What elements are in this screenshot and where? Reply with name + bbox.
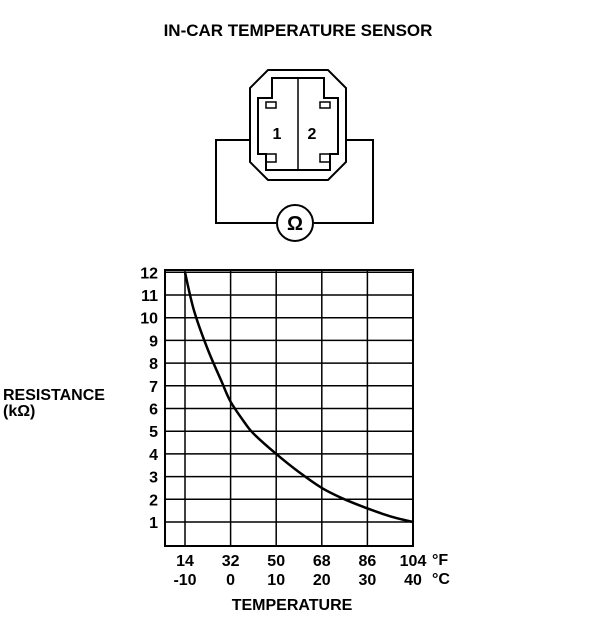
x-tick-label-c: 10 xyxy=(267,572,285,589)
y-axis-unit: (kΩ) xyxy=(3,403,35,420)
x-tick-label-f: 32 xyxy=(222,553,240,570)
chart-series xyxy=(183,272,414,524)
y-tick-label: 12 xyxy=(140,265,158,282)
connector-diagram xyxy=(215,69,374,242)
terminal-2-tab xyxy=(319,101,331,109)
connector-outer-housing xyxy=(249,69,347,181)
x-tick-label-f: 104 xyxy=(400,553,427,570)
lead-wire-1 xyxy=(215,139,276,224)
y-tick-label: 10 xyxy=(140,311,158,328)
x-axis-unit-f: °F xyxy=(432,552,448,569)
terminal-1-label: 1 xyxy=(273,126,282,143)
x-tick-label-c: 30 xyxy=(359,572,377,589)
resistance-curve xyxy=(183,272,414,524)
x-axis-label: TEMPERATURE xyxy=(232,597,353,614)
y-axis-label: RESISTANCE xyxy=(3,387,105,404)
y-tick-label: 9 xyxy=(149,333,158,350)
x-tick-label-f: 50 xyxy=(267,553,285,570)
y-tick-label: 5 xyxy=(149,424,158,441)
y-tick-label: 2 xyxy=(149,492,158,509)
ohmmeter-circle xyxy=(276,204,314,242)
x-tick-label-f: 68 xyxy=(313,553,331,570)
x-tick-label-c: 0 xyxy=(226,572,235,589)
y-tick-label: 3 xyxy=(149,470,158,487)
y-tick-label: 7 xyxy=(149,379,158,396)
chart-grid xyxy=(164,269,414,547)
terminal-1-tab xyxy=(265,101,277,109)
connector-inner-outline xyxy=(257,77,339,171)
terminal-2-pin xyxy=(319,153,331,163)
terminal-2-label: 2 xyxy=(308,126,317,143)
x-axis-unit-c: °C xyxy=(432,571,450,588)
x-tick-labels: 14 32 50 68 86 104 -10 0 10 20 30 40 xyxy=(173,553,426,589)
y-tick-label: 4 xyxy=(149,447,158,464)
y-tick-label: 8 xyxy=(149,356,158,373)
y-tick-label: 1 xyxy=(149,515,158,532)
y-tick-label: 11 xyxy=(141,288,158,305)
ohmmeter-symbol: Ω xyxy=(287,213,303,235)
x-tick-label-c: 40 xyxy=(404,572,422,589)
terminal-1-pin xyxy=(265,153,277,163)
x-tick-label-c: 20 xyxy=(313,572,331,589)
x-tick-label-f: 14 xyxy=(176,553,194,570)
x-tick-label-f: 86 xyxy=(359,553,377,570)
y-tick-label: 6 xyxy=(149,402,158,419)
lead-wire-2 xyxy=(314,139,374,224)
x-tick-label-c: -10 xyxy=(173,572,196,589)
diagram-title: IN-CAR TEMPERATURE SENSOR xyxy=(164,21,433,40)
